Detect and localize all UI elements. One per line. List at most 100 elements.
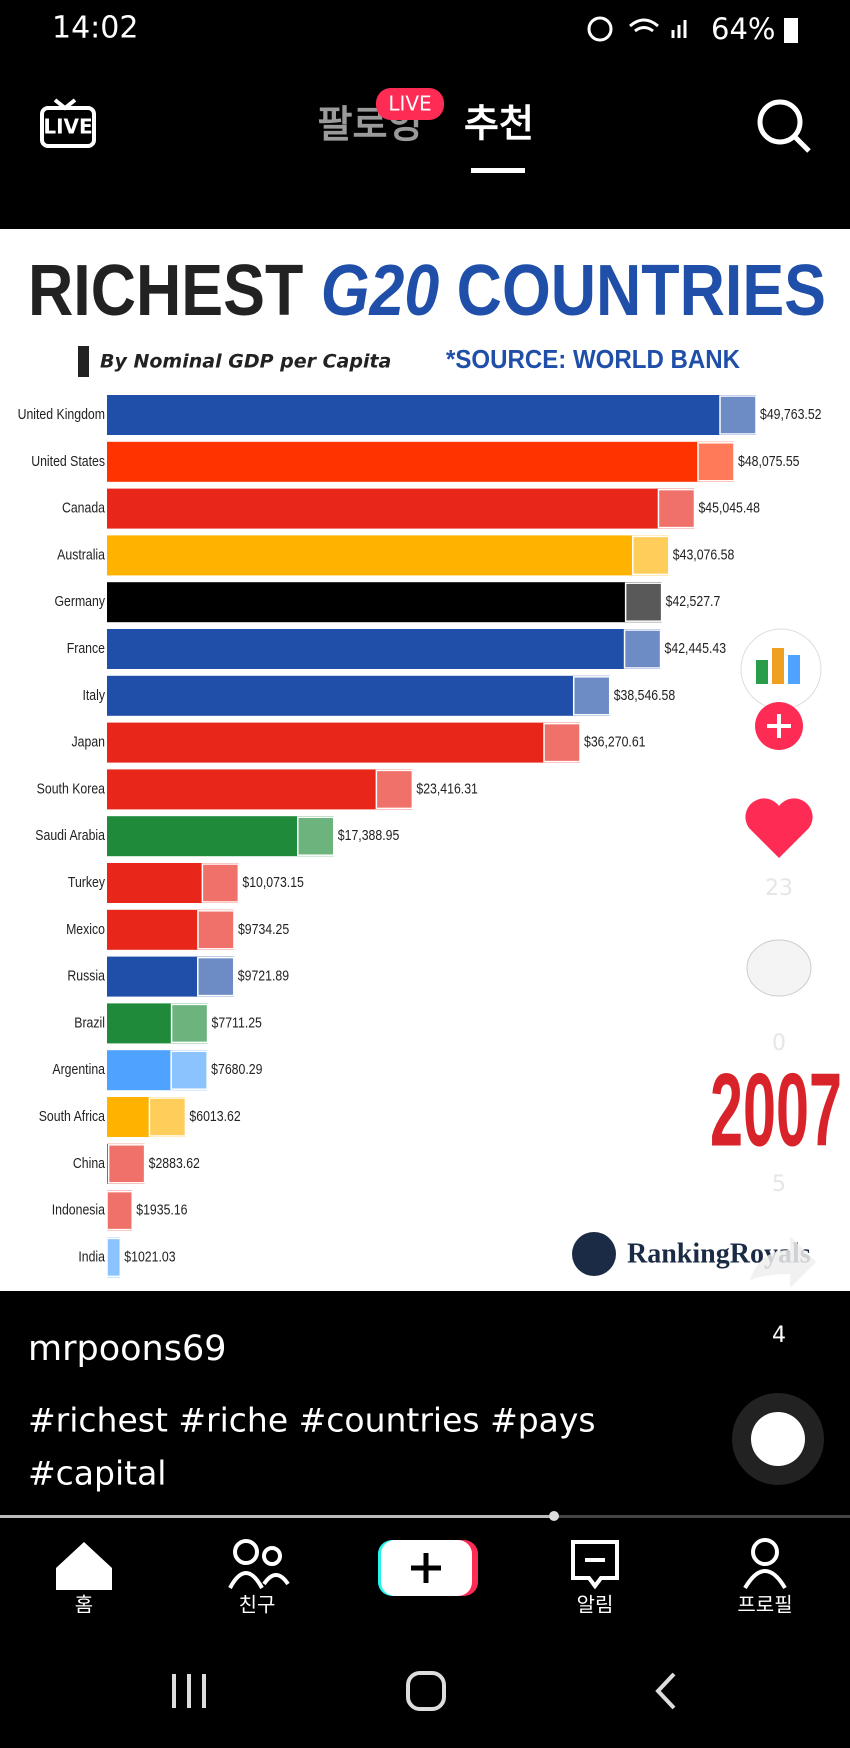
category-label: Russia [67, 967, 105, 983]
flag [719, 395, 757, 435]
live-badge: LIVE [388, 92, 431, 116]
live-button[interactable]: LIVE [40, 98, 96, 148]
flag [375, 769, 414, 810]
chart-source: *SOURCE: WORLD BANK [446, 344, 740, 374]
bar [107, 441, 734, 482]
value-label: $43,076.58 [673, 546, 735, 562]
search-button[interactable] [757, 99, 811, 153]
flag [107, 1144, 146, 1184]
share-button[interactable] [750, 1236, 816, 1288]
value-label: $42,527.7 [666, 593, 721, 609]
comment-button[interactable] [746, 939, 812, 997]
category-label: Italy [82, 687, 105, 703]
follow-plus [767, 714, 791, 738]
flag [657, 488, 696, 529]
nav-friends[interactable]: 친구 [228, 1539, 290, 1617]
value-label: $10,073.15 [242, 874, 304, 890]
status-icons [587, 16, 687, 42]
live-badge-bg [376, 88, 444, 120]
bar [107, 488, 695, 529]
category-label: Germany [54, 593, 105, 609]
category-label: Japan [72, 733, 105, 749]
value-label: $6013.62 [189, 1108, 240, 1124]
bar [107, 1097, 186, 1137]
flag [106, 1190, 133, 1231]
bar [107, 1050, 208, 1091]
bar [107, 535, 669, 576]
bar [107, 582, 662, 623]
chart-title: RICHEST G20 COUNTRIES [28, 251, 826, 331]
flag [148, 1097, 187, 1137]
category-label: Mexico [66, 921, 105, 937]
comment-count: 0 [772, 1031, 786, 1056]
tab-underline [471, 168, 525, 173]
flag [624, 582, 663, 622]
category-label: Canada [62, 499, 105, 515]
friends-icon [228, 1539, 290, 1589]
progress-knob[interactable] [549, 1511, 559, 1521]
value-label: $7711.25 [212, 1014, 263, 1030]
like-button[interactable] [745, 798, 813, 858]
bar [107, 909, 234, 950]
hashtags-line[interactable]: #capital [28, 1454, 166, 1493]
battery-icon [784, 18, 798, 43]
bar [107, 1143, 145, 1184]
share-count: 4 [772, 1323, 786, 1348]
avatar-art [788, 655, 800, 684]
title-part: RICHEST [28, 251, 303, 331]
android-back[interactable] [655, 1672, 676, 1710]
category-label: China [73, 1155, 105, 1171]
bar [107, 863, 239, 903]
inbox-icon [571, 1540, 619, 1590]
category-label: United States [31, 453, 105, 469]
bar-chart: United Kingdom $49,763.52 United States $48… [18, 395, 822, 1278]
bar [107, 816, 334, 857]
value-label: $1021.03 [124, 1248, 176, 1264]
avatar-art [772, 648, 784, 684]
android-recents[interactable] [172, 1674, 206, 1708]
bar [107, 1003, 208, 1044]
username[interactable]: mrpoons69 [28, 1329, 226, 1369]
flag [297, 816, 335, 856]
flag [201, 863, 240, 903]
chart-subtitle: By Nominal GDP per Capita [100, 351, 391, 373]
title-part: COUNTRIES [457, 251, 826, 331]
bar [107, 769, 413, 810]
category-label: Argentina [52, 1061, 105, 1077]
live-antenna [53, 98, 77, 111]
nav-create[interactable] [378, 1540, 478, 1596]
flag [170, 1050, 208, 1090]
status-time: 14:02 [52, 11, 138, 46]
nav-label: 프로필 [737, 1593, 792, 1617]
value-label: $9734.25 [238, 921, 290, 937]
value-label: $36,270.61 [584, 733, 646, 749]
hashtags-line[interactable]: #richest #riche #countries #pays [28, 1401, 596, 1440]
home-icon [56, 1542, 112, 1590]
nav-home[interactable]: 홈 [56, 1542, 112, 1617]
nav-profile[interactable]: 프로필 [737, 1538, 793, 1617]
like-count: 23 [765, 876, 793, 901]
bar [107, 395, 756, 435]
flag [197, 956, 235, 997]
category-label: India [78, 1248, 105, 1264]
category-label: South Africa [39, 1108, 106, 1124]
value-label: $42,445.43 [665, 640, 727, 656]
value-label: $38,546.58 [614, 687, 676, 703]
nav-inbox[interactable]: 알림 [571, 1540, 619, 1617]
live-icon-label: LIVE [43, 115, 92, 139]
category-label: France [67, 640, 106, 656]
android-home[interactable] [406, 1671, 446, 1711]
category-label: Brazil [74, 1014, 105, 1030]
flag [572, 676, 611, 716]
value-label: $9721.89 [238, 967, 289, 983]
bar [107, 1190, 133, 1231]
category-label: Indonesia [52, 1201, 106, 1217]
value-label: $1935.16 [136, 1201, 188, 1217]
value-label: $17,388.95 [338, 827, 400, 843]
tab-recommended[interactable]: 추천 [464, 102, 534, 146]
category-label: Turkey [68, 874, 105, 890]
nav-label: 친구 [239, 1593, 276, 1617]
music-disc-art [751, 1412, 805, 1466]
